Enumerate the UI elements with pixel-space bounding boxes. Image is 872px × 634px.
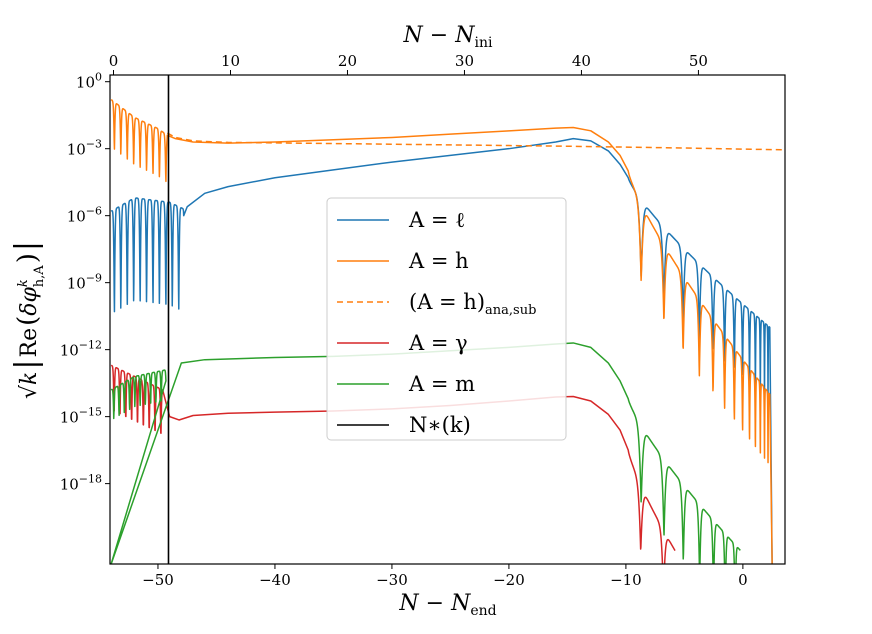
top-tick-label: 0 — [109, 52, 119, 70]
legend-label: N∗(k) — [409, 413, 471, 437]
bottom-tick-label: −30 — [376, 571, 408, 589]
y-tick-label: 10−6 — [67, 205, 102, 226]
series-layer — [110, 98, 785, 564]
bottom-tick-label: −50 — [142, 571, 174, 589]
plot-frame — [109, 74, 786, 565]
legend: A = ℓ A = h (A = h)ana,sub A = γ A = m N∗(k) — [326, 197, 567, 441]
bottom-tick-label: −40 — [259, 571, 291, 589]
top-tick-label: 10 — [221, 52, 240, 70]
y-tick-label: 10−9 — [67, 272, 102, 293]
top-tick-label: 50 — [689, 52, 708, 70]
legend-box — [326, 197, 567, 441]
y-tick-label: 10−18 — [60, 473, 102, 494]
bottom-tick-label: −20 — [493, 571, 525, 589]
ticks-layer: −50 −40 −30 −20 −10 0 0 10 20 30 40 50 100 10−3 10−6 10… — [60, 52, 748, 589]
top-tick-label: 20 — [338, 52, 357, 70]
series-2-line — [166, 132, 785, 151]
series-0-line — [110, 137, 773, 564]
y-tick-label: 10−3 — [67, 138, 102, 159]
top-axis-label: N − Nini — [403, 23, 493, 51]
svg-text:√k|Re(δφkh,A)|: √k|Re(δφkh,A)| — [9, 241, 47, 399]
legend-label: A = ℓ — [408, 208, 465, 232]
legend-label: A = h — [408, 249, 469, 273]
bottom-axis-label: N − Nend — [398, 591, 496, 619]
series-1-line — [110, 98, 773, 564]
bottom-tick-label: 0 — [738, 571, 748, 589]
series-4-line — [110, 342, 741, 564]
y-tick-label: 100 — [76, 71, 102, 92]
bottom-tick-label: −10 — [610, 571, 642, 589]
top-tick-label: 30 — [455, 52, 474, 70]
y-axis-label: √k|Re(δφkh,A)| — [9, 241, 47, 399]
y-tick-label: 10−12 — [60, 339, 102, 360]
y-tick-label: 10−15 — [60, 406, 102, 427]
legend-label: (A = h)ana,sub — [409, 290, 536, 318]
legend-label: A = γ — [408, 331, 468, 355]
legend-label: A = m — [408, 372, 475, 396]
top-tick-label: 40 — [572, 52, 591, 70]
